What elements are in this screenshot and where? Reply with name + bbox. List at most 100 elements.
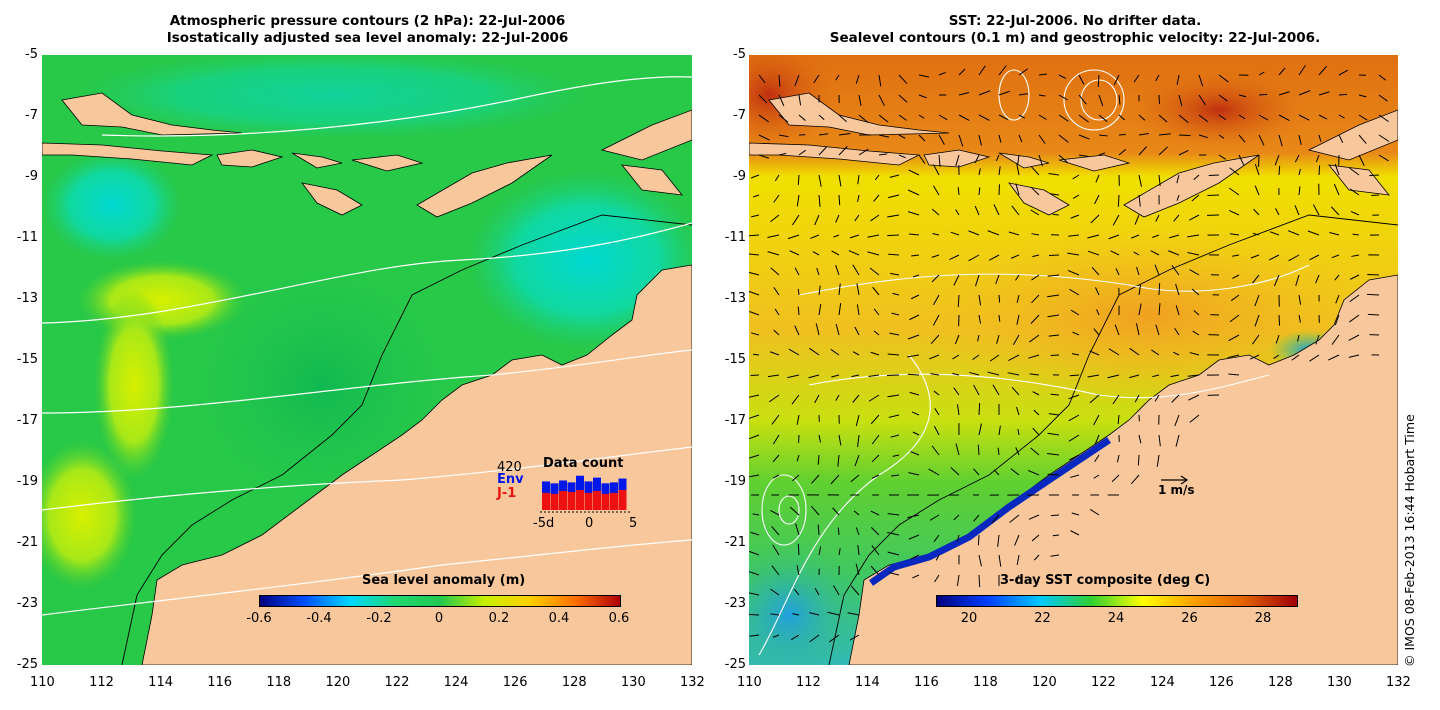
velocity-vector bbox=[953, 387, 960, 396]
data-count-bars bbox=[540, 475, 630, 513]
left-title-line1: Atmospheric pressure contours (2 hPa): 2… bbox=[169, 13, 566, 29]
velocity-vector bbox=[749, 592, 760, 596]
velocity-vector bbox=[810, 505, 820, 516]
velocity-vector bbox=[1089, 350, 1100, 356]
velocity-vector bbox=[953, 274, 960, 286]
velocity-vector bbox=[1108, 348, 1120, 356]
velocity-vector bbox=[818, 194, 821, 207]
velocity-vector bbox=[1117, 414, 1120, 425]
velocity-vector bbox=[1309, 354, 1320, 362]
velocity-vector bbox=[794, 74, 800, 87]
velocity-vector bbox=[1229, 314, 1240, 323]
velocity-vector bbox=[1358, 134, 1367, 144]
velocity-vector bbox=[1031, 534, 1040, 542]
velocity-vector bbox=[958, 114, 970, 121]
velocity-vector bbox=[1207, 194, 1220, 197]
velocity-vector bbox=[1087, 234, 1100, 239]
velocity-vector bbox=[977, 534, 980, 546]
velocity-vector bbox=[1249, 354, 1260, 360]
velocity-vector bbox=[1298, 114, 1310, 121]
velocity-vector bbox=[1118, 94, 1121, 105]
j1-count-bar bbox=[550, 493, 559, 510]
lat-tick-label: -13 bbox=[724, 291, 746, 306]
velocity-vector bbox=[968, 254, 980, 262]
velocity-vector bbox=[1134, 214, 1140, 225]
velocity-vector bbox=[1009, 514, 1020, 523]
velocity-vector bbox=[950, 231, 960, 236]
velocity-vector bbox=[787, 374, 800, 379]
velocity-vector bbox=[796, 194, 800, 207]
velocity-vector bbox=[907, 514, 920, 519]
velocity-vector bbox=[1068, 434, 1080, 442]
velocity-vector bbox=[795, 523, 800, 536]
velocity-vector bbox=[873, 308, 880, 316]
velocity-vector bbox=[978, 134, 982, 146]
indonesian-islands bbox=[42, 92, 692, 218]
velocity-vector bbox=[1189, 352, 1200, 356]
velocity-vector bbox=[1038, 114, 1047, 120]
velocity-vector bbox=[1068, 414, 1080, 422]
velocity-vector bbox=[887, 353, 900, 356]
velocity-vector bbox=[831, 374, 840, 378]
velocity-vector bbox=[891, 312, 900, 316]
velocity-vector bbox=[1047, 453, 1060, 456]
lon-tick-label: 114 bbox=[148, 675, 173, 690]
velocity-vector bbox=[1038, 134, 1046, 144]
velocity-vector bbox=[1047, 473, 1060, 476]
lat-tick-label: -21 bbox=[16, 535, 38, 550]
colorbar-tick-label: 0.6 bbox=[608, 611, 630, 626]
velocity-vector bbox=[774, 174, 780, 182]
velocity-vector bbox=[911, 254, 920, 257]
right-colorbar-title: 3-day SST composite (deg C) bbox=[1000, 573, 1211, 588]
velocity-vector bbox=[1218, 94, 1228, 102]
velocity-vector bbox=[977, 444, 980, 456]
velocity-vector bbox=[1015, 447, 1020, 456]
lat-tick-label: -5 bbox=[25, 47, 38, 62]
velocity-vector bbox=[1174, 327, 1180, 336]
velocity-vector bbox=[933, 425, 940, 436]
velocity-vector bbox=[1187, 252, 1200, 256]
velocity-vector bbox=[1275, 334, 1280, 344]
velocity-vector bbox=[1351, 254, 1360, 257]
velocity-vector bbox=[978, 65, 986, 76]
velocity-vector bbox=[1168, 234, 1180, 239]
velocity-vector bbox=[956, 404, 960, 416]
velocity-vector bbox=[1335, 294, 1340, 304]
velocity-vector bbox=[1107, 374, 1120, 379]
colorbar-tick-label: 0 bbox=[434, 611, 444, 626]
velocity-vector bbox=[770, 267, 780, 276]
velocity-vector bbox=[830, 474, 840, 485]
velocity-vector bbox=[1015, 274, 1020, 281]
velocity-vector bbox=[1016, 314, 1020, 325]
velocity-vector bbox=[1047, 294, 1060, 298]
velocity-vector bbox=[1094, 194, 1100, 205]
velocity-vector bbox=[1193, 310, 1200, 316]
velocity-vector bbox=[857, 544, 860, 556]
velocity-vector bbox=[1018, 93, 1028, 96]
velocity-vector bbox=[887, 551, 900, 556]
velocity-vector bbox=[870, 351, 880, 356]
velocity-vector bbox=[1096, 309, 1100, 316]
velocity-vector bbox=[1134, 394, 1140, 403]
velocity-vector bbox=[850, 474, 860, 483]
velocity-vector bbox=[1278, 114, 1290, 121]
velocity-vector bbox=[969, 371, 980, 376]
velocity-vector bbox=[838, 133, 851, 136]
velocity-vector bbox=[1274, 154, 1280, 166]
lon-tick-label: 110 bbox=[30, 675, 55, 690]
left-colorbar-title: Sea level anomaly (m) bbox=[362, 573, 526, 588]
velocity-vector bbox=[818, 285, 821, 296]
velocity-vector bbox=[1229, 167, 1240, 176]
velocity-vector bbox=[1171, 265, 1180, 276]
velocity-vector bbox=[1318, 165, 1321, 176]
velocity-vector bbox=[838, 283, 841, 296]
velocity-vector bbox=[1254, 163, 1260, 176]
velocity-vector bbox=[1298, 314, 1301, 323]
velocity-vector bbox=[1350, 210, 1360, 216]
velocity-vector bbox=[1238, 114, 1246, 120]
velocity-vector bbox=[1369, 174, 1380, 177]
velocity-vector bbox=[838, 548, 841, 556]
velocity-vector bbox=[938, 134, 945, 145]
velocity-vector bbox=[1174, 414, 1180, 427]
velocity-vector bbox=[908, 534, 920, 540]
